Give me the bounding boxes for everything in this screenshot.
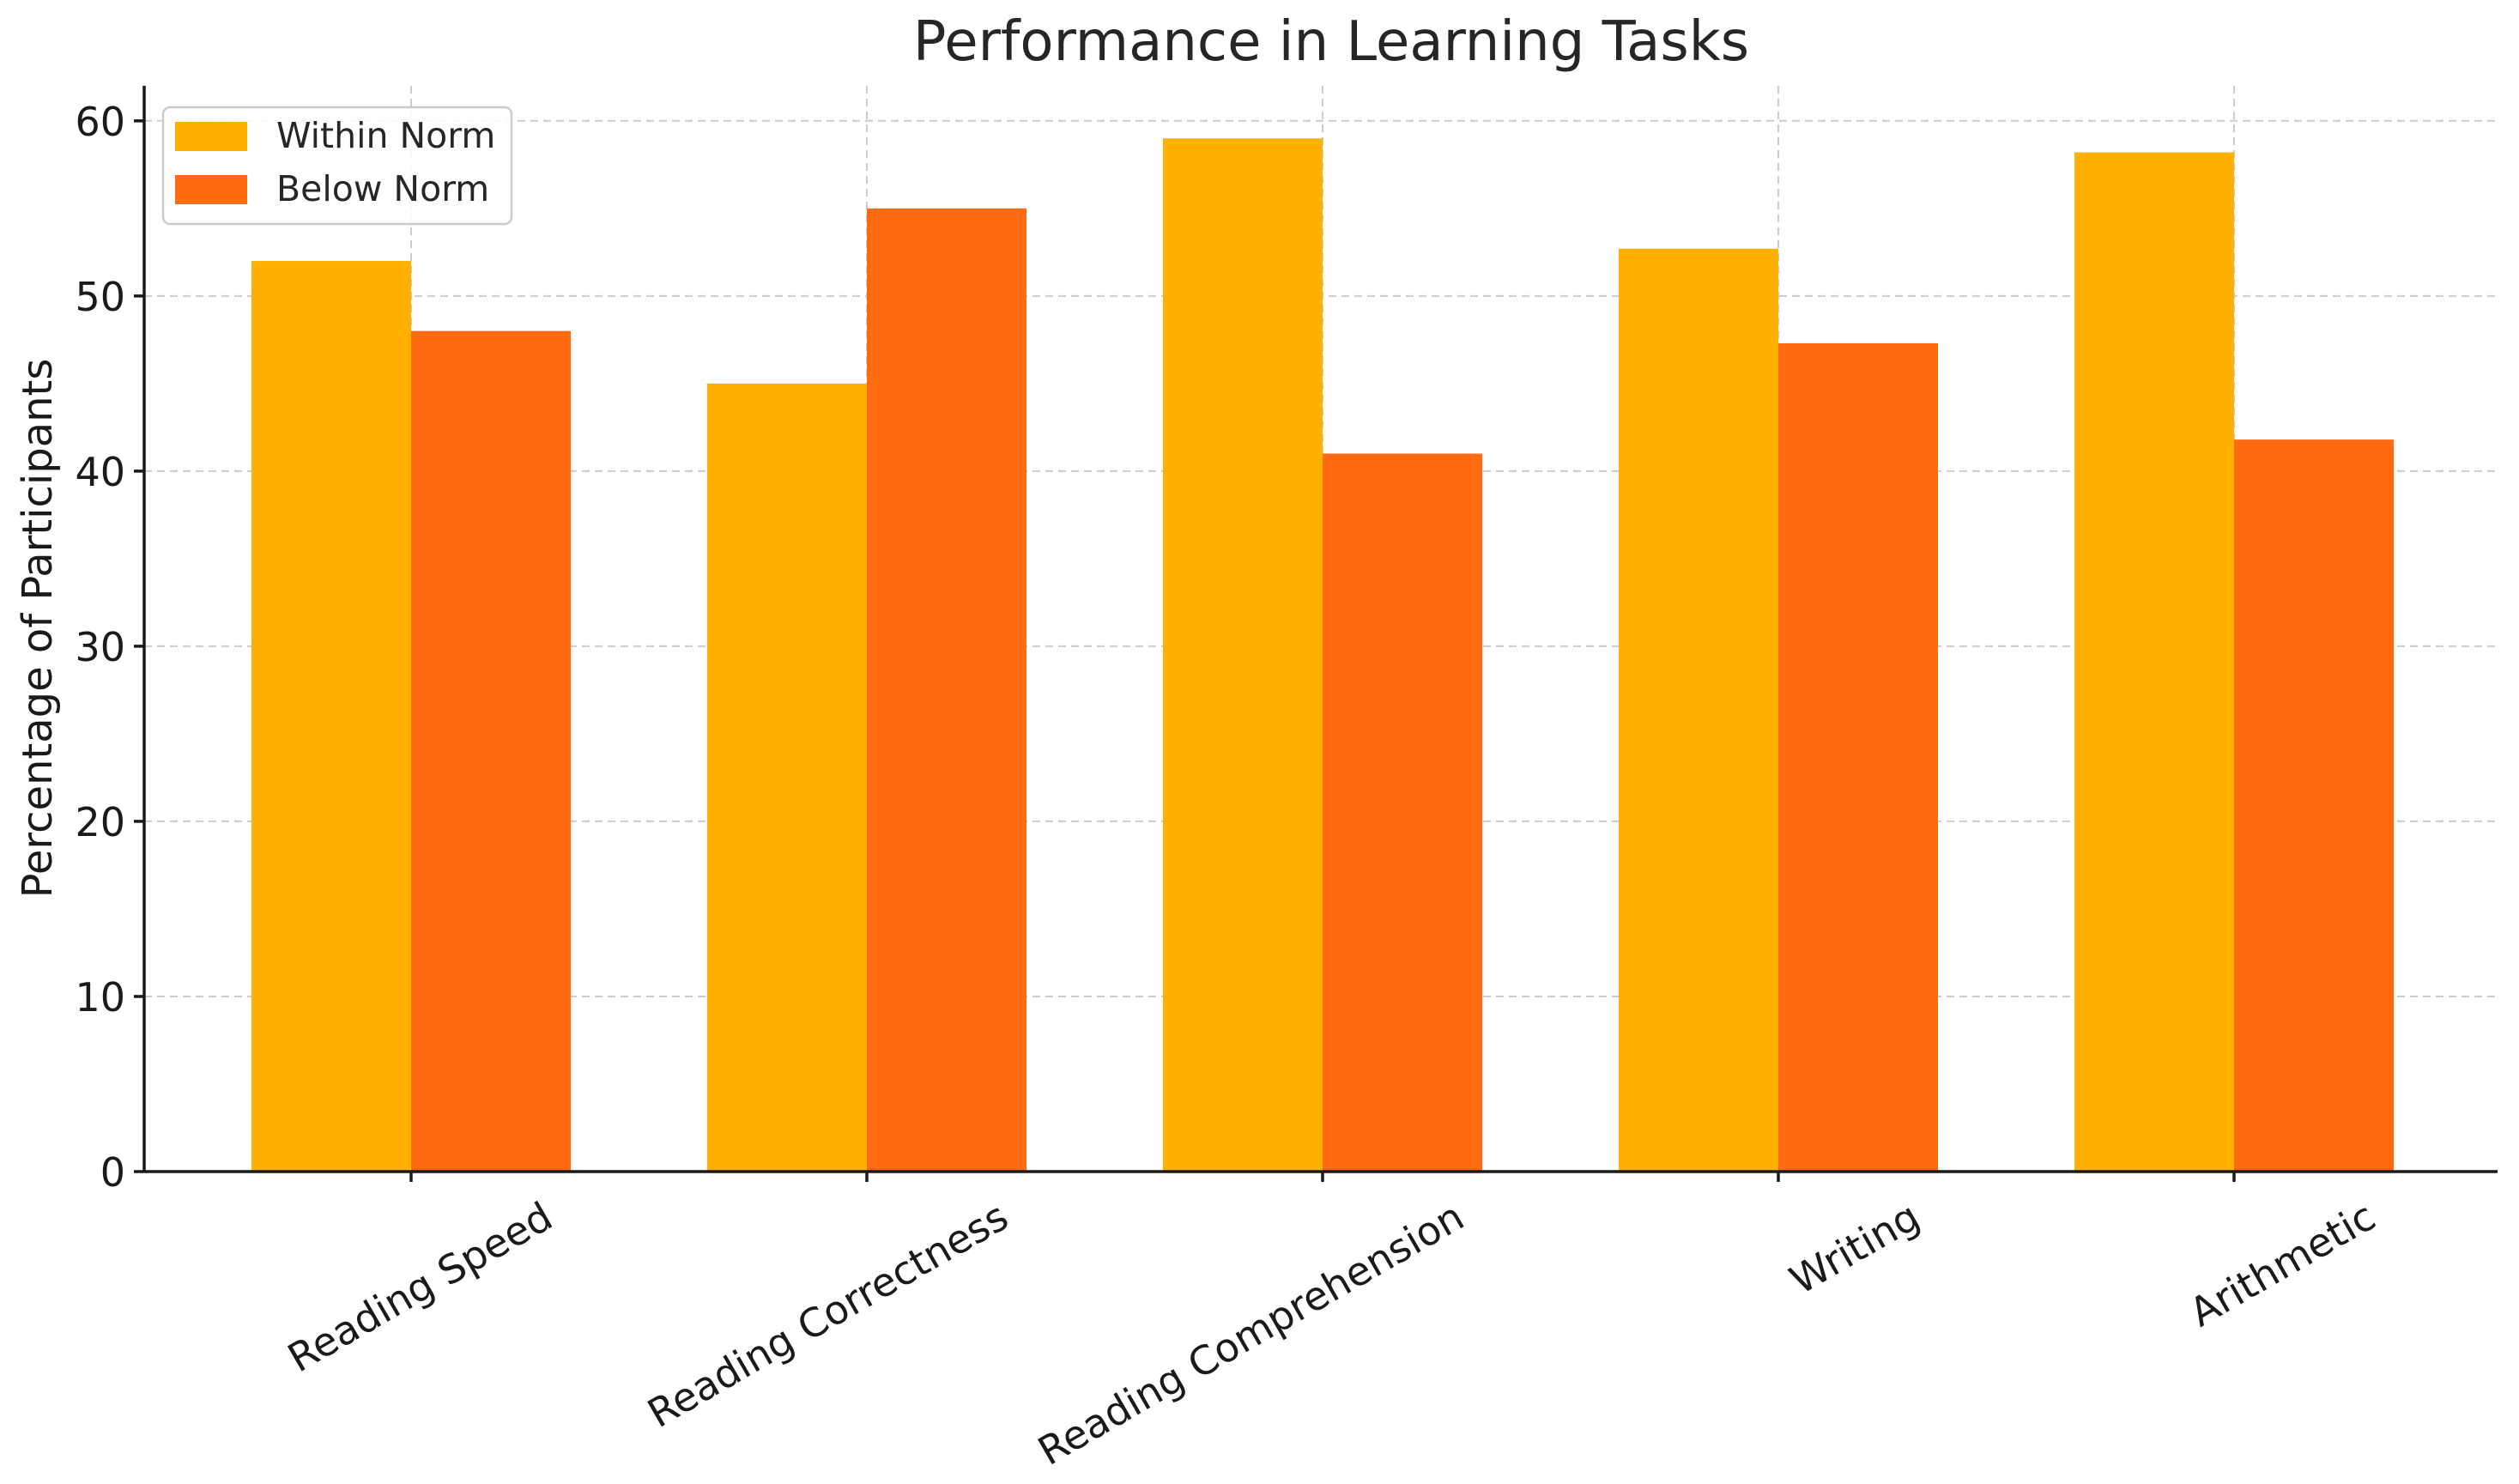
y-tick-label: 50 [75,274,125,320]
x-tick-label: Writing [1782,1193,1927,1304]
bar-within-norm-reading-speed [251,261,411,1172]
bar-within-norm-arithmetic [2074,152,2234,1172]
y-tick-label: 20 [75,799,125,845]
legend-label: Within Norm [276,115,495,156]
bar-below-norm-reading-speed [411,330,571,1172]
x-tick-label: Arithmetic [2182,1193,2383,1336]
y-tick-label: 0 [100,1149,125,1196]
bar-within-norm-reading-correctness [707,383,867,1172]
bar-below-norm-reading-correctness [867,208,1026,1172]
x-tick-label: Reading Comprehension [1030,1193,1471,1475]
bar-below-norm-arithmetic [2234,439,2394,1172]
x-tick-label: Reading Speed [280,1193,560,1382]
legend: Within Norm Below Norm [161,106,513,226]
x-tick-label: Reading Correctness [639,1193,1015,1437]
y-axis-label: Percentage of Participants [14,359,62,899]
chart-title: Performance in Learning Tasks [913,10,1749,74]
bar-within-norm-reading-comprehension [1163,138,1323,1172]
legend-swatch [175,122,247,151]
bars-layer [251,138,2394,1172]
y-tick-label: 10 [75,974,125,1021]
bar-within-norm-writing [1619,248,1778,1172]
bar-below-norm-writing [1778,342,1938,1172]
y-tick-label: 60 [75,99,125,145]
legend-swatch [175,175,247,204]
legend-box [161,106,513,226]
legend-label: Below Norm [276,168,489,209]
y-tick-label: 40 [75,449,125,495]
y-tick-label: 30 [75,624,125,670]
bar-below-norm-reading-comprehension [1323,453,1482,1172]
